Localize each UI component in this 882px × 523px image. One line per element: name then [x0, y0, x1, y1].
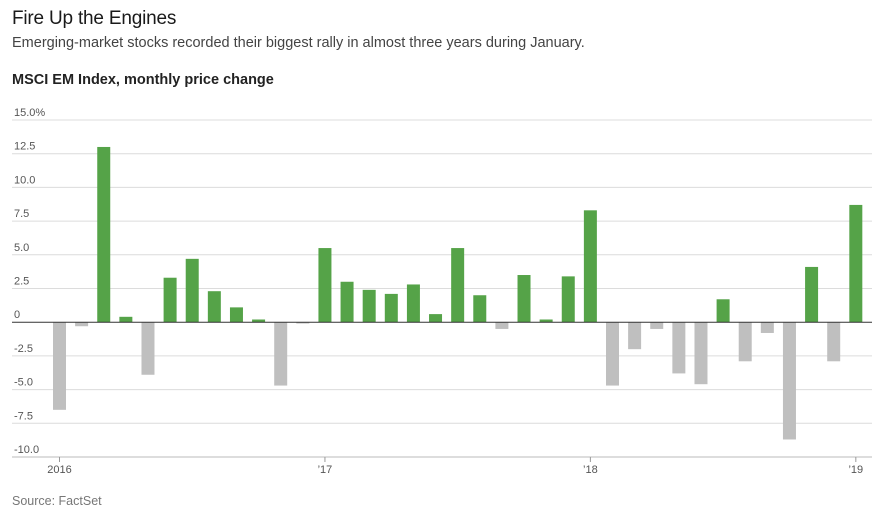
bar [53, 322, 66, 410]
bar [606, 322, 619, 386]
bar [583, 210, 597, 323]
bar [97, 146, 111, 323]
x-axis: 2016 ’17 ’18 ’19 [12, 456, 872, 476]
bar [495, 322, 509, 329]
x-tick-label: 2016 [47, 464, 71, 476]
bar [738, 322, 752, 362]
bar [650, 322, 664, 329]
y-tick-label: 0 [14, 309, 20, 321]
bar [782, 322, 796, 440]
chart-series-label: MSCI EM Index, monthly price change [12, 72, 274, 88]
y-tick-label: 10.0 [14, 174, 35, 186]
bar [318, 248, 332, 323]
y-tick-label: -10.0 [14, 444, 39, 456]
y-tick-label: 12.5 [14, 141, 35, 153]
bar [849, 204, 863, 323]
source-note: Source: FactSet [12, 494, 102, 508]
bar [141, 322, 155, 375]
bar [672, 322, 686, 374]
bar [340, 281, 354, 323]
bar [827, 322, 841, 362]
bar [473, 295, 487, 323]
gridlines [12, 119, 872, 458]
y-tick-label: -5.0 [14, 377, 33, 389]
bar [75, 322, 89, 327]
y-tick-label: 5.0 [14, 242, 29, 254]
bar [296, 322, 310, 324]
x-tick-label: ’19 [848, 464, 863, 476]
bar [628, 322, 642, 350]
y-axis-tick-labels: 15.0% 12.5 10.0 7.5 5.0 2.5 0 -2.5 -5.0 -7.5 -10.0 [14, 107, 45, 456]
bar [561, 276, 575, 323]
bar [274, 322, 288, 386]
bar [163, 277, 177, 323]
bar [384, 293, 398, 323]
bar [252, 319, 266, 323]
x-tick-label: ’18 [583, 464, 598, 476]
bar [429, 314, 443, 323]
y-tick-label: 15.0% [14, 107, 45, 119]
bar [539, 319, 553, 323]
bar [805, 266, 819, 323]
y-tick-label: -7.5 [14, 410, 33, 422]
bar [517, 275, 531, 323]
y-tick-label: 7.5 [14, 208, 29, 220]
bar [119, 316, 133, 323]
bar [694, 322, 708, 385]
bar [229, 307, 243, 323]
x-tick-label: ’17 [318, 464, 333, 476]
y-tick-label: -2.5 [14, 343, 33, 355]
bar [760, 322, 774, 333]
bars [53, 146, 863, 440]
bar [406, 284, 420, 323]
bar [185, 258, 199, 323]
bar [362, 289, 376, 323]
bar [716, 299, 730, 323]
chart-title: Fire Up the Engines [12, 8, 177, 29]
bar [207, 291, 221, 323]
chart-subtitle: Emerging-market stocks recorded their bi… [12, 35, 585, 51]
y-tick-label: 2.5 [14, 276, 29, 288]
bar [451, 248, 465, 323]
